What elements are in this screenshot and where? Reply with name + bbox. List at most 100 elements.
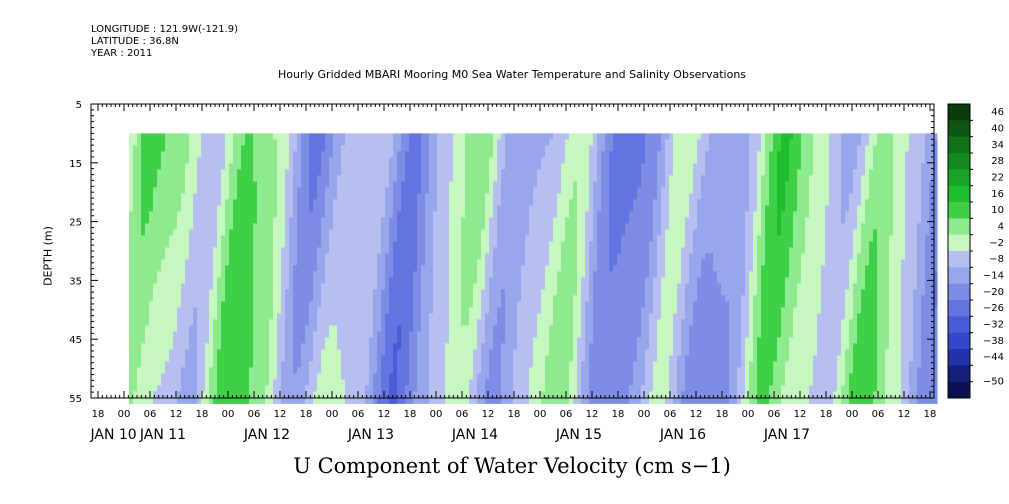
heat-cell: [213, 253, 218, 260]
heat-cell: [205, 289, 210, 296]
heat-cell: [189, 235, 194, 242]
heat-cell: [445, 313, 450, 320]
heat-cell: [141, 301, 146, 308]
heat-cell: [561, 229, 566, 236]
heat-cell: [181, 379, 186, 386]
heat-cell: [297, 397, 302, 404]
heat-cell: [317, 211, 322, 218]
heat-cell: [337, 205, 342, 212]
heat-cell: [529, 379, 534, 386]
heat-cell: [165, 187, 170, 194]
heat-cell: [361, 331, 366, 338]
heat-cell: [309, 265, 314, 272]
heat-cell: [489, 271, 494, 278]
heat-cell: [397, 229, 402, 236]
heat-cell: [529, 277, 534, 284]
heat-cell: [169, 319, 174, 326]
heat-cell: [465, 325, 470, 332]
heat-cell: [205, 283, 210, 290]
heat-cell: [333, 175, 338, 182]
heat-cell: [193, 163, 198, 170]
heat-cell: [477, 253, 482, 260]
heat-cell: [361, 265, 366, 272]
heat-cell: [425, 277, 430, 284]
heat-cell: [329, 337, 334, 344]
heat-cell: [489, 247, 494, 254]
heat-cell: [309, 145, 314, 152]
heat-cell: [165, 283, 170, 290]
heat-cell: [285, 187, 290, 194]
heat-cell: [289, 391, 294, 398]
heat-cell: [421, 247, 426, 254]
heat-cell: [169, 253, 174, 260]
heat-cell: [249, 385, 254, 392]
heat-cell: [553, 211, 558, 218]
heat-cell: [429, 355, 434, 362]
heat-cell: [481, 175, 486, 182]
heat-cell: [493, 229, 498, 236]
heat-cell: [361, 349, 366, 356]
heat-cell: [381, 331, 386, 338]
heat-cell: [225, 241, 230, 248]
heat-cell: [281, 271, 286, 278]
heat-cell: [545, 223, 550, 230]
heat-cell: [525, 133, 530, 140]
heat-cell: [385, 217, 390, 224]
heat-cell: [273, 367, 278, 374]
heat-cell: [521, 391, 526, 398]
heat-cell: [397, 157, 402, 164]
heat-cell: [157, 235, 162, 242]
heat-cell: [497, 217, 502, 224]
heat-cell: [249, 313, 254, 320]
heat-cell: [517, 289, 522, 296]
heat-cell: [437, 271, 442, 278]
heat-cell: [513, 241, 518, 248]
heat-cell: [373, 241, 378, 248]
heat-cell: [425, 211, 430, 218]
heat-cell: [361, 397, 366, 404]
heat-cell: [513, 397, 518, 404]
heat-cell: [505, 331, 510, 338]
heat-cell: [521, 229, 526, 236]
heat-cell: [525, 145, 530, 152]
heat-cell: [533, 157, 538, 164]
heat-cell: [221, 397, 226, 404]
heat-cell: [469, 325, 474, 332]
heat-cell: [345, 325, 350, 332]
heat-cell: [337, 283, 342, 290]
heat-cell: [213, 223, 218, 230]
heat-cell: [421, 229, 426, 236]
heat-cell: [325, 361, 330, 368]
heat-cell: [561, 265, 566, 272]
heat-cell: [233, 277, 238, 284]
heat-cell: [433, 247, 438, 254]
heat-cell: [321, 397, 326, 404]
heat-cell: [333, 145, 338, 152]
heat-cell: [129, 199, 134, 206]
heat-cell: [241, 325, 246, 332]
heat-cell: [209, 253, 214, 260]
heat-cell: [505, 277, 510, 284]
heat-cell: [201, 283, 206, 290]
heat-cell: [373, 133, 378, 140]
heat-cell: [289, 337, 294, 344]
heat-cell: [197, 337, 202, 344]
heat-cell: [381, 253, 386, 260]
heat-cell: [141, 193, 146, 200]
heat-cell: [481, 283, 486, 290]
heat-cell: [549, 163, 554, 170]
heat-cell: [365, 343, 370, 350]
heat-cell: [357, 145, 362, 152]
heat-cell: [453, 397, 458, 404]
heat-cell: [373, 319, 378, 326]
heat-cell: [413, 151, 418, 158]
heat-cell: [201, 157, 206, 164]
heat-cell: [205, 247, 210, 254]
heat-cell: [273, 319, 278, 326]
heat-cell: [281, 151, 286, 158]
heat-cell: [381, 247, 386, 254]
heat-cell: [321, 331, 326, 338]
heat-cell: [277, 259, 282, 266]
heat-cell: [413, 307, 418, 314]
heat-cell: [533, 193, 538, 200]
